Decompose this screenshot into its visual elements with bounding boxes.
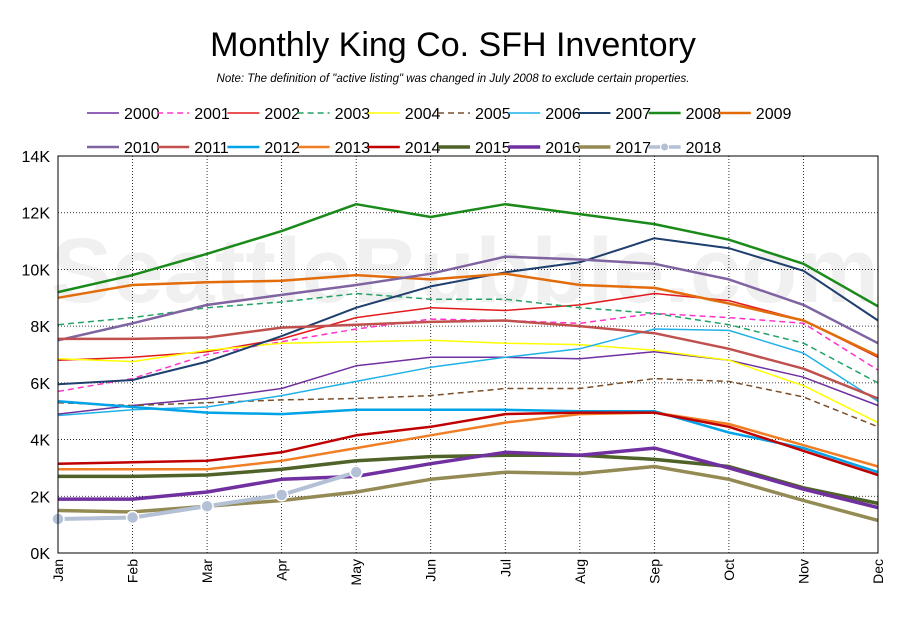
series-line-2014 <box>57 411 879 477</box>
series-line-2006 <box>57 328 879 417</box>
legend-label-2013: 2013 <box>335 140 371 157</box>
series-line-2016 <box>58 446 879 510</box>
y-tick-label: 14K <box>22 149 51 166</box>
x-tick-label: Jun <box>423 559 439 582</box>
y-axis-labels: 0K 2K 4K 6K 8K 10K 12K 14K <box>22 149 51 563</box>
x-tick-label: Oct <box>721 559 737 581</box>
x-tick-label: Mar <box>199 559 215 583</box>
plot-frame <box>57 155 879 554</box>
watermark: SeattleBubble.com <box>51 220 879 322</box>
series-line-2011 <box>58 319 879 400</box>
x-tick-label: Feb <box>125 559 141 583</box>
x-tick-label: Apr <box>274 559 290 581</box>
x-tick-label: Jan <box>50 559 66 582</box>
series-point-2018 <box>274 488 289 502</box>
legend-label-2003: 2003 <box>335 106 371 123</box>
series-line-2008 <box>57 202 879 308</box>
series-line-2001 <box>57 312 879 393</box>
series-lines <box>51 202 879 526</box>
x-tick-label: Sep <box>646 559 662 584</box>
x-tick-label: Jul <box>497 559 513 577</box>
x-tick-label: Nov <box>795 559 811 584</box>
legend-label-2006: 2006 <box>545 106 581 123</box>
y-tick-label: 4K <box>30 433 50 450</box>
series-line-2000 <box>57 350 879 415</box>
legend: 2000 2001 2002 2003 2004 2005 2006 2007 2008 2009… <box>87 106 791 157</box>
series-point-2018 <box>200 499 214 513</box>
x-tick-label: Aug <box>572 559 588 584</box>
legend-label-2002: 2002 <box>264 106 300 123</box>
x-axis-labels: Jan Feb Mar Apr May Jun Jul Aug Sep Oct Nov Dec <box>50 559 886 586</box>
legend-label-2005: 2005 <box>475 106 511 123</box>
y-tick-label: 10K <box>22 262 51 279</box>
legend-label-2009: 2009 <box>756 106 792 123</box>
legend-label-2015: 2015 <box>475 140 511 157</box>
legend-label-2004: 2004 <box>405 106 441 123</box>
legend-label-2014: 2014 <box>405 140 441 157</box>
chart-subtitle: Note: The definition of "active listing"… <box>217 73 690 85</box>
y-tick-label: 0K <box>30 546 50 563</box>
series-line-2013 <box>58 411 879 471</box>
y-tick-label: 6K <box>30 376 50 393</box>
legend-label-2012: 2012 <box>264 140 300 157</box>
series-line-2005 <box>57 377 879 428</box>
series-point-2018 <box>349 465 363 479</box>
series-line-2009 <box>57 272 879 358</box>
legend-label-2000: 2000 <box>124 106 160 123</box>
legend-label-2018: 2018 <box>686 140 722 157</box>
series-line-2010 <box>57 255 879 345</box>
chart-title: Monthly King Co. SFH Inventory <box>210 26 696 64</box>
legend-label-2017: 2017 <box>615 140 651 157</box>
series-point-2018 <box>125 510 140 525</box>
legend-label-2008: 2008 <box>686 106 722 123</box>
x-tick-label: May <box>348 559 364 585</box>
y-tick-label: 8K <box>30 319 50 336</box>
legend-label-2001: 2001 <box>194 106 230 123</box>
series-line-2003 <box>57 292 879 384</box>
legend-marker-2018 <box>660 142 670 152</box>
legend-label-2010: 2010 <box>124 140 160 157</box>
series-line-2012 <box>57 400 879 474</box>
series-line-2007 <box>57 237 879 386</box>
legend-label-2016: 2016 <box>545 140 581 157</box>
x-tick-label: Dec <box>870 559 886 584</box>
legend-label-2011: 2011 <box>194 140 229 157</box>
legend-label-2007: 2007 <box>615 106 651 123</box>
y-tick-label: 2K <box>30 489 50 506</box>
y-tick-label: 12K <box>22 206 51 223</box>
series-line-2004 <box>57 339 879 424</box>
